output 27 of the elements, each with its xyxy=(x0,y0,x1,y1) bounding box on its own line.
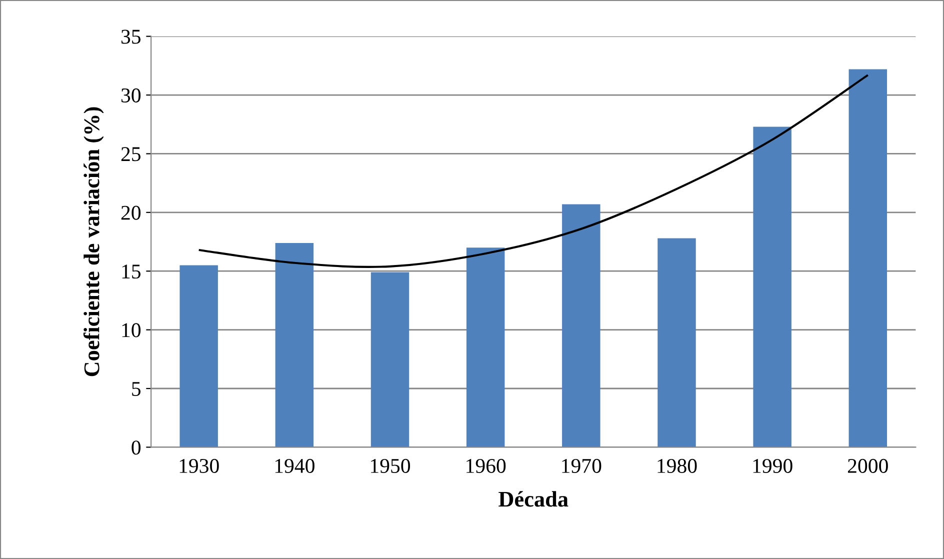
y-tick-label: 20 xyxy=(121,206,141,220)
x-tick-label: 2000 xyxy=(848,458,888,473)
x-tick-label: 1980 xyxy=(658,458,697,473)
x-tick-label: 1950 xyxy=(370,458,410,473)
bar xyxy=(562,204,600,448)
x-tick-label: 1970 xyxy=(562,458,602,473)
x-tick-label: 1930 xyxy=(180,458,219,473)
y-tick-label: 15 xyxy=(122,264,141,279)
y-tick-label: 35 xyxy=(121,30,141,44)
x-tick-label: 1940 xyxy=(275,458,314,473)
bar xyxy=(466,248,505,448)
y-tick-label: 25 xyxy=(121,147,141,162)
y-tick-label: 5 xyxy=(132,382,141,396)
bar xyxy=(370,272,410,448)
x-tick-label: 1960 xyxy=(466,458,506,473)
y-tick-label: 30 xyxy=(121,88,141,102)
x-tick-label: 1990 xyxy=(753,458,792,473)
bar xyxy=(848,69,888,448)
bar xyxy=(658,238,696,448)
bar xyxy=(753,126,792,448)
y-axis-title: Coeficiente de variación (%) xyxy=(83,107,104,376)
bar xyxy=(275,242,314,448)
x-axis-title: Década xyxy=(498,491,568,507)
y-tick-label: 0 xyxy=(132,440,141,455)
bar xyxy=(180,265,218,448)
line-series xyxy=(198,74,869,268)
y-tick-label: 10 xyxy=(122,323,141,338)
